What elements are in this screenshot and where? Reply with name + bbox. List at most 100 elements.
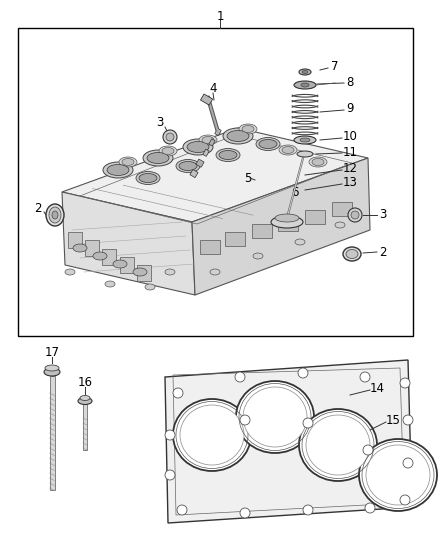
Ellipse shape bbox=[103, 162, 133, 178]
Bar bbox=[49, 376, 54, 490]
Ellipse shape bbox=[223, 128, 253, 144]
Ellipse shape bbox=[107, 165, 129, 175]
Bar bbox=[196, 159, 204, 167]
Bar bbox=[215, 128, 221, 135]
Ellipse shape bbox=[78, 398, 92, 405]
Ellipse shape bbox=[210, 269, 220, 275]
Text: 9: 9 bbox=[346, 101, 354, 115]
Ellipse shape bbox=[271, 216, 303, 228]
Ellipse shape bbox=[309, 157, 327, 167]
Bar bbox=[252, 224, 272, 238]
Bar bbox=[120, 257, 134, 273]
Text: 3: 3 bbox=[379, 208, 387, 222]
Ellipse shape bbox=[216, 149, 240, 161]
Circle shape bbox=[240, 415, 250, 425]
Ellipse shape bbox=[219, 150, 237, 159]
Bar bbox=[18, 28, 413, 336]
Bar bbox=[85, 240, 99, 256]
Ellipse shape bbox=[294, 136, 316, 144]
Bar bbox=[137, 265, 151, 281]
Text: 17: 17 bbox=[45, 345, 60, 359]
Ellipse shape bbox=[300, 138, 310, 142]
Ellipse shape bbox=[279, 145, 297, 155]
Ellipse shape bbox=[136, 172, 160, 184]
Ellipse shape bbox=[243, 387, 307, 447]
Bar bbox=[102, 249, 116, 265]
Ellipse shape bbox=[294, 81, 316, 89]
Ellipse shape bbox=[165, 269, 175, 275]
Ellipse shape bbox=[52, 211, 58, 219]
Text: 6: 6 bbox=[291, 185, 299, 198]
Ellipse shape bbox=[139, 174, 157, 182]
Text: 5: 5 bbox=[244, 172, 252, 184]
Polygon shape bbox=[165, 360, 412, 523]
Ellipse shape bbox=[173, 399, 251, 471]
Bar bbox=[225, 232, 245, 246]
Bar bbox=[190, 169, 198, 177]
Ellipse shape bbox=[133, 268, 147, 276]
Text: 12: 12 bbox=[343, 161, 357, 174]
Ellipse shape bbox=[65, 269, 75, 275]
Text: 2: 2 bbox=[379, 246, 387, 259]
Ellipse shape bbox=[253, 253, 263, 259]
Ellipse shape bbox=[275, 214, 299, 222]
Ellipse shape bbox=[299, 409, 377, 481]
Ellipse shape bbox=[122, 158, 134, 166]
Text: 14: 14 bbox=[370, 382, 385, 394]
Text: 8: 8 bbox=[346, 76, 354, 88]
Polygon shape bbox=[192, 158, 370, 295]
Circle shape bbox=[351, 211, 359, 219]
Text: 10: 10 bbox=[343, 130, 357, 142]
Text: 1: 1 bbox=[216, 10, 224, 22]
Circle shape bbox=[365, 503, 375, 513]
Ellipse shape bbox=[183, 139, 213, 155]
Polygon shape bbox=[62, 128, 368, 222]
Ellipse shape bbox=[180, 405, 244, 465]
Text: 3: 3 bbox=[156, 116, 164, 128]
Ellipse shape bbox=[299, 69, 311, 75]
Text: 7: 7 bbox=[331, 60, 339, 72]
Text: 11: 11 bbox=[343, 146, 357, 158]
Ellipse shape bbox=[179, 161, 197, 171]
Bar bbox=[201, 94, 213, 105]
Ellipse shape bbox=[187, 141, 209, 152]
Ellipse shape bbox=[239, 124, 257, 134]
Ellipse shape bbox=[49, 207, 61, 223]
Circle shape bbox=[165, 430, 175, 440]
Ellipse shape bbox=[162, 148, 174, 155]
Ellipse shape bbox=[306, 415, 370, 475]
Circle shape bbox=[403, 415, 413, 425]
Ellipse shape bbox=[46, 204, 64, 226]
Ellipse shape bbox=[346, 249, 358, 259]
Text: 2: 2 bbox=[34, 201, 42, 214]
Ellipse shape bbox=[105, 281, 115, 287]
Bar bbox=[278, 217, 298, 231]
Text: 4: 4 bbox=[209, 82, 217, 94]
Circle shape bbox=[348, 208, 362, 222]
Circle shape bbox=[166, 133, 174, 141]
Ellipse shape bbox=[202, 136, 214, 143]
Ellipse shape bbox=[119, 157, 137, 167]
Bar bbox=[305, 210, 325, 224]
Ellipse shape bbox=[227, 131, 249, 141]
Circle shape bbox=[165, 470, 175, 480]
Ellipse shape bbox=[301, 83, 309, 87]
Ellipse shape bbox=[302, 70, 308, 74]
Ellipse shape bbox=[343, 247, 361, 261]
Bar bbox=[83, 404, 87, 450]
Circle shape bbox=[363, 445, 373, 455]
Ellipse shape bbox=[199, 135, 217, 145]
Circle shape bbox=[403, 458, 413, 468]
Ellipse shape bbox=[366, 445, 430, 505]
Ellipse shape bbox=[335, 222, 345, 228]
Ellipse shape bbox=[359, 439, 437, 511]
Ellipse shape bbox=[113, 260, 127, 268]
Ellipse shape bbox=[259, 140, 277, 149]
Bar bbox=[200, 240, 220, 254]
Circle shape bbox=[303, 505, 313, 515]
Circle shape bbox=[400, 378, 410, 388]
Ellipse shape bbox=[143, 150, 173, 166]
Ellipse shape bbox=[176, 159, 200, 173]
Circle shape bbox=[163, 130, 177, 144]
Circle shape bbox=[303, 418, 313, 428]
